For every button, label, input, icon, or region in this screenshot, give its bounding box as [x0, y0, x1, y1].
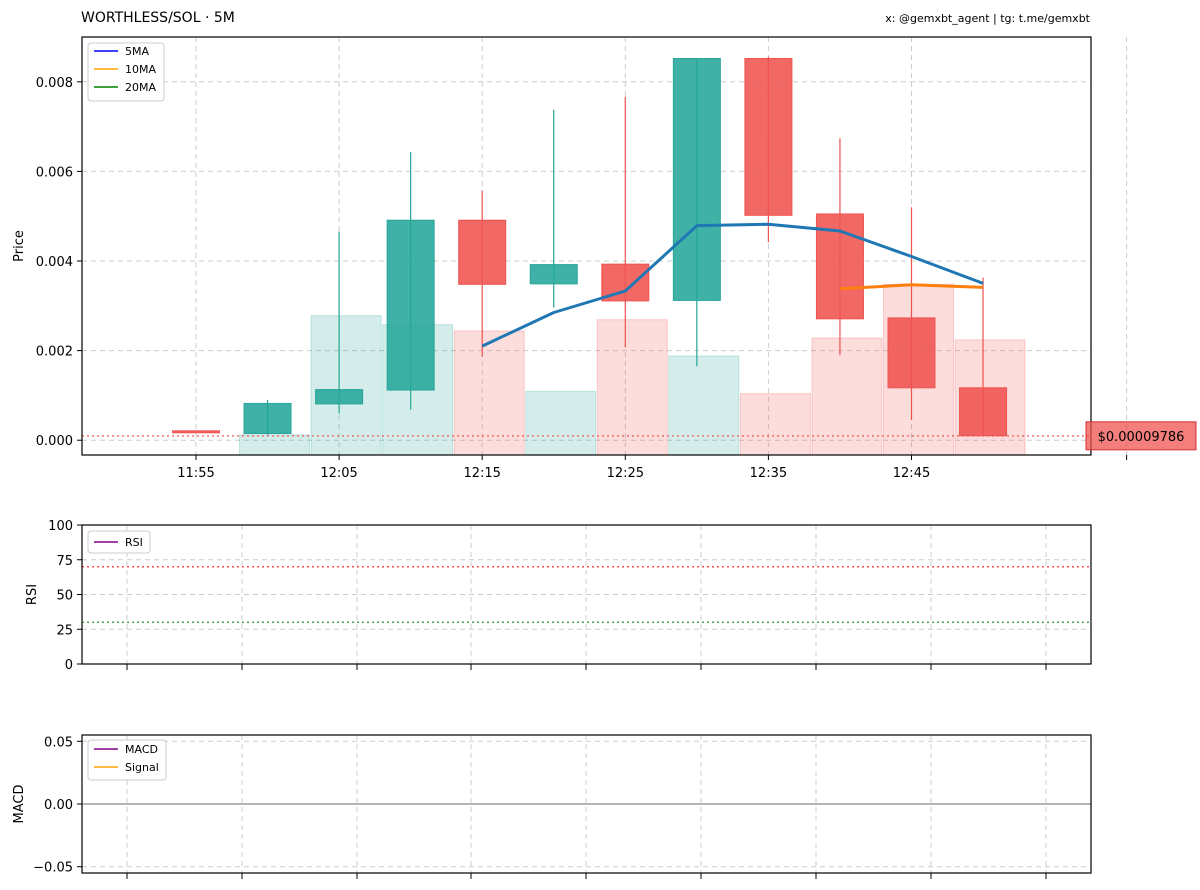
rsi-y-tick-label: 100	[48, 519, 73, 534]
volume-bar	[811, 337, 883, 456]
candle-body	[458, 219, 507, 285]
price-x-tick-label: 12:25	[607, 466, 644, 481]
macd-y-tick-label: 0.00	[44, 798, 73, 813]
price-x-tick-label: 11:55	[177, 466, 214, 481]
macd-legend-item: MACD	[125, 743, 158, 756]
volume-bar	[525, 390, 597, 456]
last-price-tag: $0.00009786	[1085, 421, 1197, 451]
last-price-tag-label: $0.00009786	[1098, 430, 1185, 445]
price-legend: 5MA 10MA 20MA	[87, 42, 165, 102]
price-panel: 0.000 0.002 0.004 0.006 0.008 11:55 12:05 12:15…	[12, 36, 1197, 481]
rsi-legend-item: RSI	[125, 536, 143, 549]
price-x-tick-label: 12:45	[893, 466, 930, 481]
candle-body	[744, 58, 793, 216]
candle-body	[315, 389, 364, 405]
price-legend-item: 10MA	[125, 63, 156, 76]
rsi-y-tick-label: 75	[56, 554, 73, 569]
volume-bar	[739, 393, 811, 456]
rsi-legend-box	[87, 530, 151, 554]
macd-y-axis-label: MACD	[12, 785, 27, 824]
series-line-10ma	[839, 283, 984, 291]
last-price-tag-box	[1085, 421, 1197, 451]
macd-panel-frame	[81, 734, 1092, 874]
rsi-y-tick-label: 25	[56, 623, 73, 638]
price-y-tick-label: 0.008	[36, 76, 73, 91]
price-y-tick-label: 0.002	[36, 345, 73, 360]
rsi-panel-frame	[81, 524, 1092, 665]
price-legend-item: 20MA	[125, 81, 156, 94]
rsi-y-tick-label: 50	[56, 589, 73, 604]
macd-y-tick-label: −0.05	[33, 861, 73, 876]
price-y-tick-label: 0.000	[36, 434, 73, 449]
macd-legend-box	[87, 739, 167, 781]
chart-title: WORTHLESS/SOL · 5M	[81, 10, 235, 26]
candle-body	[887, 317, 936, 389]
rsi-y-axis-label: RSI	[25, 584, 40, 605]
price-y-tick-label: 0.006	[36, 165, 73, 180]
macd-legend: MACD Signal	[87, 739, 167, 781]
macd-y-tick-label: 0.05	[44, 735, 73, 750]
rsi-y-tick-label: 0	[65, 658, 73, 673]
volume-bar	[310, 315, 382, 456]
volume-bar	[596, 319, 668, 456]
price-x-tick-label: 12:05	[320, 466, 357, 481]
series-line-5ma	[481, 222, 984, 348]
macd-legend-item: Signal	[125, 761, 159, 774]
price-x-tick-label: 12:35	[750, 466, 787, 481]
volume-bar	[668, 355, 740, 456]
price-y-tick-label: 0.004	[36, 255, 73, 270]
candle-body	[959, 387, 1008, 437]
candle-body	[386, 219, 435, 391]
volume-bar	[239, 434, 311, 456]
rsi-panel: 0 25 50 75 100 RSI RSI	[25, 519, 1092, 673]
candle-body	[172, 430, 220, 434]
price-panel-frame	[81, 36, 1092, 456]
rsi-legend: RSI	[87, 530, 151, 554]
price-x-tick-label: 12:15	[463, 466, 500, 481]
price-legend-item: 5MA	[125, 45, 149, 58]
macd-panel: −0.05 0.00 0.05 MACD MACD Signal	[12, 734, 1092, 879]
candle-body	[243, 402, 292, 434]
candle-body	[529, 264, 578, 285]
candle-body	[672, 58, 721, 301]
credit-text: x: @gemxbt_agent | tg: t.me/gemxbt	[885, 12, 1090, 25]
price-y-axis-label: Price	[12, 230, 27, 262]
